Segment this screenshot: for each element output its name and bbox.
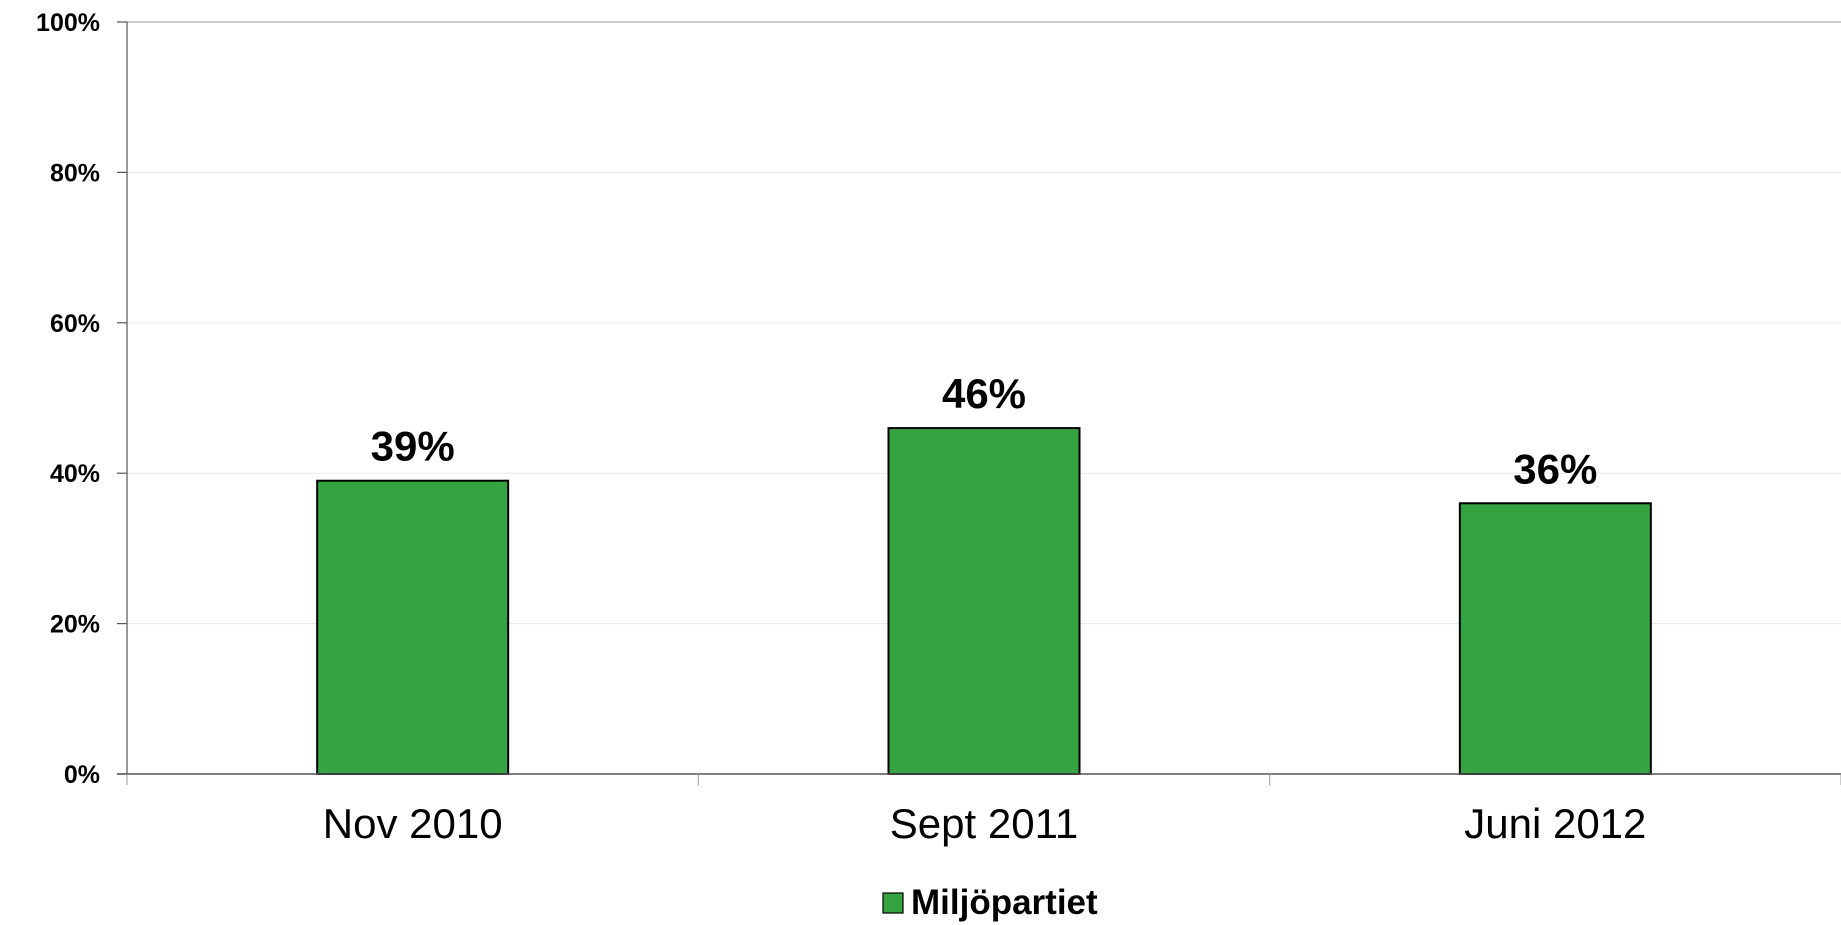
bar: [887, 427, 1081, 775]
legend-swatch: [882, 892, 904, 914]
x-tick-label: Nov 2010: [323, 800, 503, 847]
x-axis: Nov 2010 Sept 2011 Juni 2012: [117, 773, 1841, 847]
data-labels: 39% 46% 36%: [371, 370, 1598, 492]
y-tick-label: 0%: [64, 761, 100, 789]
bar: [1458, 502, 1652, 775]
y-axis: 0% 20% 40% 60% 80% 100%: [36, 9, 128, 789]
y-tick-label: 40%: [50, 460, 100, 488]
y-tick-label: 20%: [50, 611, 100, 639]
legend: Miljöpartiet: [882, 883, 1098, 922]
y-tick-label: 100%: [36, 9, 100, 37]
data-label: 46%: [942, 370, 1026, 417]
x-tick-label: Juni 2012: [1464, 800, 1646, 847]
data-label: 36%: [1513, 445, 1597, 492]
y-tick-label: 60%: [50, 310, 100, 338]
bars: [316, 427, 1652, 775]
legend-label-miljopartiet: Miljöpartiet: [911, 883, 1098, 922]
y-tick-label: 80%: [50, 159, 100, 187]
data-label: 39%: [371, 423, 455, 470]
bar: [316, 479, 510, 775]
x-tick-label: Sept 2011: [890, 800, 1078, 847]
